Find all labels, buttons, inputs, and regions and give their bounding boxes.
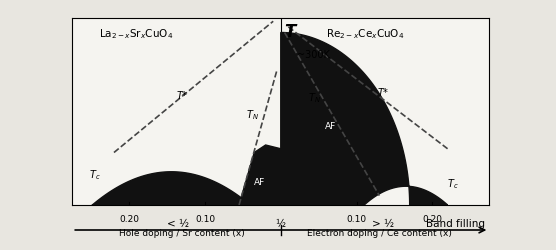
Text: Re$_{2-x}$Ce$_x$CuO$_4$: Re$_{2-x}$Ce$_x$CuO$_4$ [326,28,405,41]
Text: AF: AF [254,178,265,187]
Text: 0.20: 0.20 [423,215,443,224]
Text: 0.10: 0.10 [195,215,215,224]
Text: ~300K: ~300K [297,50,330,60]
Text: T$_N$: T$_N$ [309,91,321,105]
Text: T*: T* [378,88,389,98]
Polygon shape [239,145,281,205]
Text: 0.10: 0.10 [346,215,366,224]
Text: T$_N$: T$_N$ [246,108,259,122]
Text: 0.20: 0.20 [119,215,139,224]
Text: ½: ½ [276,219,286,229]
Text: Band filling: Band filling [426,219,485,229]
Text: T$_c$: T$_c$ [89,168,101,182]
Text: La$_{2-x}$Sr$_x$CuO$_4$: La$_{2-x}$Sr$_x$CuO$_4$ [99,28,173,41]
Text: Hole doping / Sr content (x): Hole doping / Sr content (x) [120,230,245,238]
Text: T: T [285,23,296,41]
Text: > ½: > ½ [372,219,394,229]
Text: T$_c$: T$_c$ [447,178,459,191]
Text: AF: AF [325,122,336,131]
Text: T*: T* [177,91,188,101]
Polygon shape [281,32,448,205]
Text: < ½: < ½ [167,219,190,229]
Text: Electron doping / Ce content (x): Electron doping / Ce content (x) [307,230,452,238]
